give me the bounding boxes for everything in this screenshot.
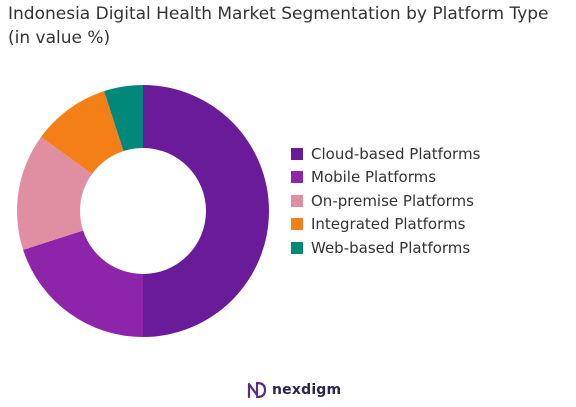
legend-label: Mobile Platforms (311, 168, 437, 187)
legend-swatch (291, 241, 303, 254)
donut-slice-web-based-platforms (104, 85, 143, 152)
legend-item: On-premise Platforms (291, 189, 480, 213)
brand-name: nexdigm (272, 382, 342, 398)
legend-label: Cloud-based Platforms (311, 144, 481, 163)
legend-swatch (291, 218, 303, 231)
donut-slice-integrated-platforms (41, 91, 124, 174)
donut-slice-cloud-based-platforms (143, 85, 269, 337)
legend-label: On-premise Platforms (311, 191, 474, 210)
legend-swatch (291, 171, 303, 184)
legend-item: Integrated Platforms (291, 213, 480, 237)
chart-title: Indonesia Digital Health Market Segmenta… (8, 4, 549, 48)
legend-item: Mobile Platforms (291, 166, 480, 190)
legend-item: Web-based Platforms (291, 236, 480, 260)
nexdigm-logo-icon (247, 381, 267, 399)
legend-item: Cloud-based Platforms (291, 142, 480, 166)
legend-swatch (291, 147, 303, 160)
legend-label: Web-based Platforms (311, 238, 471, 257)
donut-slice-on-premise-platforms (16, 136, 93, 250)
brand: nexdigm (246, 380, 341, 400)
legend-swatch (291, 194, 303, 207)
donut-slice-mobile-platforms (23, 230, 144, 337)
chart-legend: Cloud-based Platforms Mobile Platforms On-… (291, 142, 480, 260)
legend-label: Integrated Platforms (311, 215, 466, 234)
